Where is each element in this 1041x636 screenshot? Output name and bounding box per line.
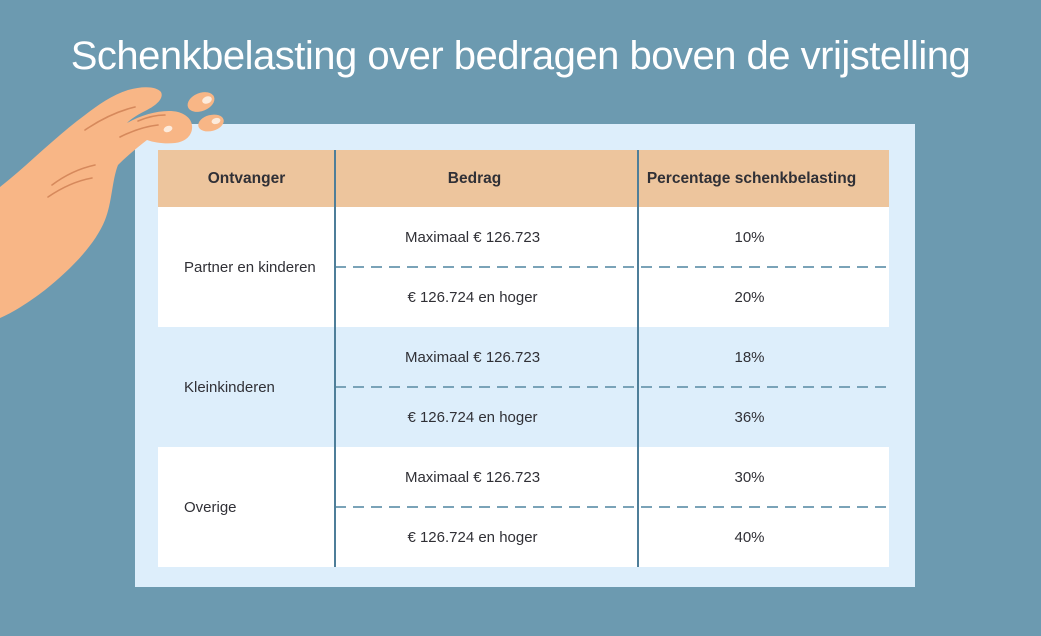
percentage-cell: 18% [734,348,765,366]
recipient-group-partner-en-kinderen: Partner en kinderen Maximaal € 126.723 1… [158,207,889,327]
page-title: Schenkbelasting over bedragen boven de v… [70,34,971,78]
recipient-label: Kleinkinderen [184,378,275,396]
fingernail [211,117,221,125]
amount-cell: € 126.724 en hoger [407,288,538,306]
percentage-cell: 20% [734,288,765,306]
percentage-cell: 30% [734,468,765,486]
recipient-label: Partner en kinderen [184,258,316,276]
fingertip [187,92,215,112]
column-divider-2 [637,150,639,567]
fingernail [163,125,173,133]
dashed-divider [335,506,889,508]
open-hand-illustration [0,87,224,318]
hand-shape [0,87,224,318]
amount-cell: € 126.724 en hoger [407,528,538,546]
percentage-cell: 36% [734,408,765,426]
percentage-cell: 40% [734,528,765,546]
gift-tax-table: Ontvanger Bedrag Percentage schenkbelast… [158,150,889,567]
dashed-divider [335,386,889,388]
column-header-ontvanger: Ontvanger [207,169,286,187]
header-row: Ontvanger Bedrag Percentage schenkbelast… [158,150,889,207]
column-header-percentage: Percentage schenkbelasting [646,169,857,187]
amount-cell: Maximaal € 126.723 [404,228,541,246]
amount-cell: € 126.724 en hoger [407,408,538,426]
amount-cell: Maximaal € 126.723 [404,348,541,366]
fingertip [198,114,224,132]
amount-cell: Maximaal € 126.723 [404,468,541,486]
column-header-bedrag: Bedrag [447,169,502,187]
recipient-group-kleinkinderen: Kleinkinderen Maximaal € 126.723 18% € 1… [158,327,889,447]
fingernail [202,96,212,104]
recipient-group-overige: Overige Maximaal € 126.723 30% € 126.724… [158,447,889,567]
column-divider-1 [334,150,336,567]
table-panel: Ontvanger Bedrag Percentage schenkbelast… [135,124,915,587]
dashed-divider [335,266,889,268]
percentage-cell: 10% [734,228,765,246]
recipient-label: Overige [184,498,237,516]
